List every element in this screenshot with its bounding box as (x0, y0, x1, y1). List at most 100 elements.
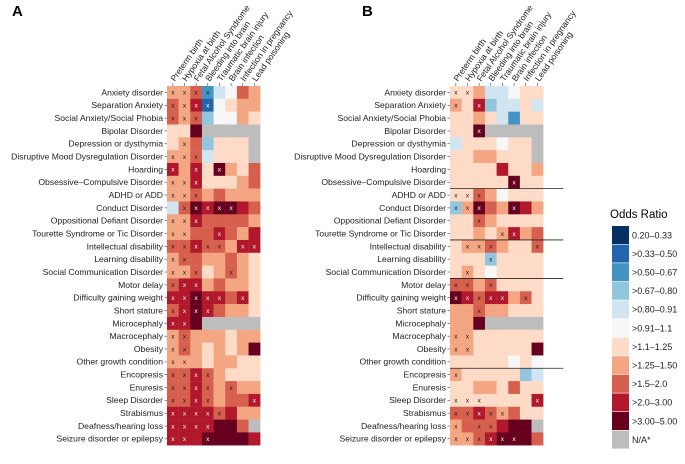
legend-title: Odds Ratio (610, 209, 668, 221)
panel-b-cell (473, 316, 486, 330)
panel-a-cell (178, 188, 191, 202)
panel-b-cell (461, 316, 474, 330)
panel-b-cell (531, 201, 544, 215)
panel-b-cell (531, 98, 544, 112)
panel-b-cell (508, 368, 521, 382)
legend-swatch (612, 374, 629, 393)
panel-b-cell (484, 124, 497, 138)
panel-a-cell (201, 329, 214, 343)
panel-b-cell (473, 381, 486, 395)
panel-b-cell (484, 432, 497, 446)
panel-a-cell (236, 137, 249, 151)
panel-a-cell (167, 432, 179, 446)
panel-b-cell (461, 368, 474, 382)
panel-b-cell (450, 162, 462, 177)
panel-b-cell (473, 419, 486, 433)
panel-a-cell (178, 265, 191, 279)
panel-b-significance-mark: x (489, 436, 493, 443)
panel-b-cell (450, 406, 462, 420)
panel-a-label: A (12, 3, 23, 20)
panel-a-row-label: Motor delay (118, 280, 164, 290)
panel-b-cell (461, 342, 474, 356)
panel-a-cell (178, 316, 191, 330)
panel-a-cell (190, 329, 203, 343)
panel-b-cell (450, 239, 462, 253)
panel-a-row-label: Deafness/hearing loss (78, 421, 163, 431)
panel-a-cell (178, 291, 191, 305)
panel-a-cell (225, 355, 238, 369)
panel-a-cell (236, 111, 249, 125)
panel-b-cell (461, 227, 474, 241)
panel-a-cell (248, 393, 261, 407)
panel-a-cell (167, 278, 179, 292)
panel-a-cell (248, 124, 261, 138)
panel-b-cell (531, 111, 544, 125)
panel-a-significance-mark: x (171, 295, 175, 302)
legend-swatch (612, 356, 629, 375)
panel-a-cell (178, 432, 191, 446)
panel-b-cell (519, 201, 532, 215)
panel-b-cell (496, 86, 509, 100)
panel-b-cell (496, 393, 509, 407)
panel-b-row-label: Motor delay (401, 280, 447, 290)
panel-a-cell (225, 137, 238, 151)
panel-a-significance-mark: x (183, 410, 187, 417)
panel-b-cell (484, 175, 497, 189)
panel-b-cell (473, 214, 486, 228)
panel-b-cell (496, 175, 509, 189)
panel-b-label: B (362, 3, 373, 20)
panel-b-significance-mark: x (512, 231, 516, 238)
panel-b-cell (450, 432, 462, 446)
panel-b-cell (496, 355, 509, 369)
panel-b-cell (473, 150, 486, 164)
panel-a-cell (190, 316, 203, 330)
panel-b-cell (531, 124, 544, 138)
panel-a-row-label: Separation Anxiety (91, 100, 163, 110)
panel-a-cell (248, 432, 261, 446)
panel-a-cell (213, 162, 226, 177)
panel-a-cell (236, 278, 249, 292)
panel-a-cell (190, 432, 203, 446)
panel-b-cell (484, 342, 497, 356)
panel-a-cell (225, 227, 238, 241)
panel-b-cell (519, 162, 532, 177)
panel-a-cell (201, 316, 214, 330)
panel-a-cell (213, 419, 226, 433)
panel-b-significance-mark: x (478, 295, 482, 302)
panel-b-cell (484, 304, 497, 318)
panel-b-cell (519, 214, 532, 228)
panel-b-significance-mark: x (466, 333, 470, 340)
panel-a-cell (225, 278, 238, 292)
panel-a-significance-mark: x (183, 295, 187, 302)
panel-b-cell (484, 291, 497, 305)
panel-b-cell (484, 419, 497, 433)
panel-a-significance-mark: x (206, 385, 210, 392)
legend-label: 0.20–0.33 (632, 230, 672, 240)
panel-a-cell (201, 86, 214, 100)
panel-b-cell (496, 381, 509, 395)
panel-a-cell (248, 227, 261, 241)
panel-a-cell (225, 239, 238, 253)
panel-b-cell (508, 227, 521, 241)
panel-b-cell (508, 316, 521, 330)
panel-b-cell (484, 265, 497, 279)
panel-a-significance-mark: x (171, 321, 175, 328)
panel-a-cell (213, 406, 226, 420)
panel-b-row-label: Deafness/hearing loss (361, 421, 446, 431)
panel-b-row-label: Conduct Disorder (379, 203, 446, 213)
panel-b-cell (531, 355, 544, 369)
panel-a-cell (213, 291, 226, 305)
panel-b-significance-mark: x (501, 436, 505, 443)
panel-a-cell (213, 368, 226, 382)
panel-a-cell (213, 278, 226, 292)
panel-a-row-label: Short stature (114, 305, 163, 315)
panel-a-cell (167, 304, 179, 318)
panel-b-cell (496, 432, 509, 446)
panel-b-cell (531, 342, 544, 356)
panel-b-cell (473, 201, 486, 215)
panel-a-cell (167, 124, 179, 138)
panel-a-cell (225, 368, 238, 382)
panel-a-significance-mark: x (171, 244, 175, 251)
panel-a-significance-mark: x (183, 244, 187, 251)
panel-a-significance-mark: x (171, 346, 175, 353)
